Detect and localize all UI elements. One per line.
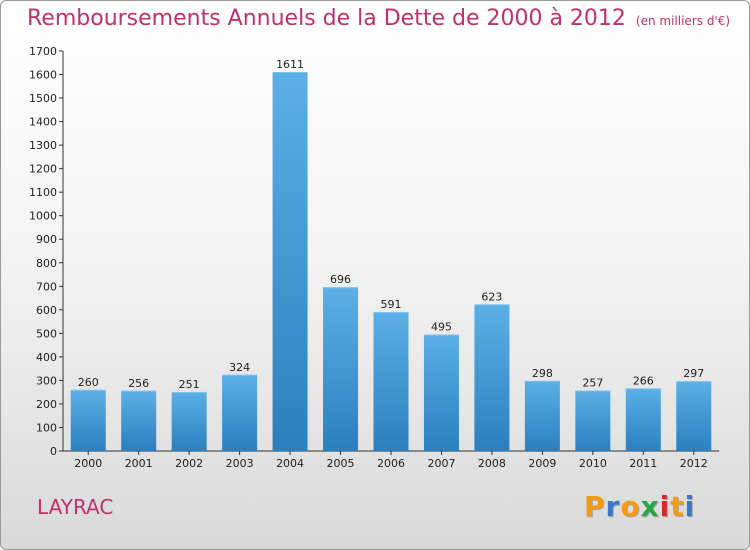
bar-value-label: 251	[179, 378, 200, 391]
y-tick-label: 300	[36, 374, 57, 387]
y-tick-label: 1200	[29, 163, 57, 176]
bar	[474, 304, 510, 451]
bar-value-label: 257	[582, 377, 603, 390]
x-tick-label: 2002	[175, 457, 203, 470]
y-tick-label: 1300	[29, 139, 57, 152]
bar-value-label: 623	[481, 290, 502, 303]
bar	[625, 388, 661, 451]
bars: 260 256 251 324 1611 696 591 495 623 298 257 266 297	[70, 58, 712, 452]
bar	[171, 391, 207, 451]
bar-value-label: 297	[683, 367, 704, 380]
y-tick-label: 1400	[29, 116, 57, 129]
bar	[524, 380, 560, 451]
bar-value-label: 298	[532, 367, 553, 380]
x-tick-label: 2006	[377, 457, 405, 470]
bar	[373, 311, 409, 451]
proxiti-logo: Proxiti	[584, 490, 695, 523]
y-tick-label: 600	[36, 304, 57, 317]
y-tick-label: 1000	[29, 210, 57, 223]
x-tick-label: 2008	[478, 457, 506, 470]
y-tick-label: 800	[36, 257, 57, 270]
logo-letter: P	[584, 490, 606, 523]
logo-letter: r	[605, 490, 621, 523]
bar	[676, 381, 712, 451]
y-tick-label: 1700	[29, 45, 57, 58]
x-tick-label: 2005	[327, 457, 355, 470]
bar-value-label: 256	[128, 377, 149, 390]
bar	[70, 389, 106, 451]
y-tick-label: 0	[50, 445, 57, 458]
y-tick-label: 500	[36, 327, 57, 340]
logo-letter: o	[620, 490, 641, 523]
bar	[222, 374, 258, 451]
logo-letter: t	[670, 490, 685, 523]
chart-subtitle: (en milliers d'€)	[635, 14, 731, 28]
x-tick-label: 2003	[226, 457, 254, 470]
x-tick-label: 2010	[579, 457, 607, 470]
y-tick-label: 200	[36, 398, 57, 411]
y-tick-label: 1100	[29, 186, 57, 199]
axes: 0 100 200 300 400 500 600 700 800 900 1000 1100 1200…	[29, 45, 719, 470]
x-tick-label: 2001	[125, 457, 153, 470]
y-tick-label: 100	[36, 421, 57, 434]
bar-value-label: 591	[381, 298, 402, 311]
bar	[121, 390, 157, 451]
bar-value-label: 1611	[276, 58, 304, 71]
y-tick-label: 400	[36, 351, 57, 364]
x-tick-label: 2011	[629, 457, 657, 470]
bar-value-label: 324	[229, 361, 250, 374]
y-tick-label: 700	[36, 280, 57, 293]
bar-value-label: 495	[431, 321, 452, 334]
x-tick-label: 2004	[276, 457, 304, 470]
bar	[323, 287, 359, 451]
y-tick-label: 1500	[29, 92, 57, 105]
title-text: Remboursements Annuels de la Dette de 20…	[27, 6, 626, 31]
logo-letter: i	[684, 490, 696, 523]
y-tick-label: 900	[36, 233, 57, 246]
logo-letter: x	[640, 490, 660, 523]
bar-value-label: 266	[633, 374, 654, 387]
bar	[423, 334, 459, 451]
x-tick-label: 2012	[680, 457, 708, 470]
x-tick-label: 2000	[74, 457, 102, 470]
bar	[272, 71, 308, 452]
logo-letter: i	[659, 490, 671, 523]
chart-title: Remboursements Annuels de la Dette de 20…	[27, 6, 730, 31]
x-tick-label: 2009	[528, 457, 556, 470]
y-tick-label: 1600	[29, 69, 57, 82]
bar-value-label: 260	[78, 376, 99, 389]
bar-value-label: 696	[330, 273, 351, 286]
x-tick-label: 2007	[427, 457, 455, 470]
commune-name: LAYRAC	[37, 495, 114, 519]
bar	[575, 390, 611, 451]
